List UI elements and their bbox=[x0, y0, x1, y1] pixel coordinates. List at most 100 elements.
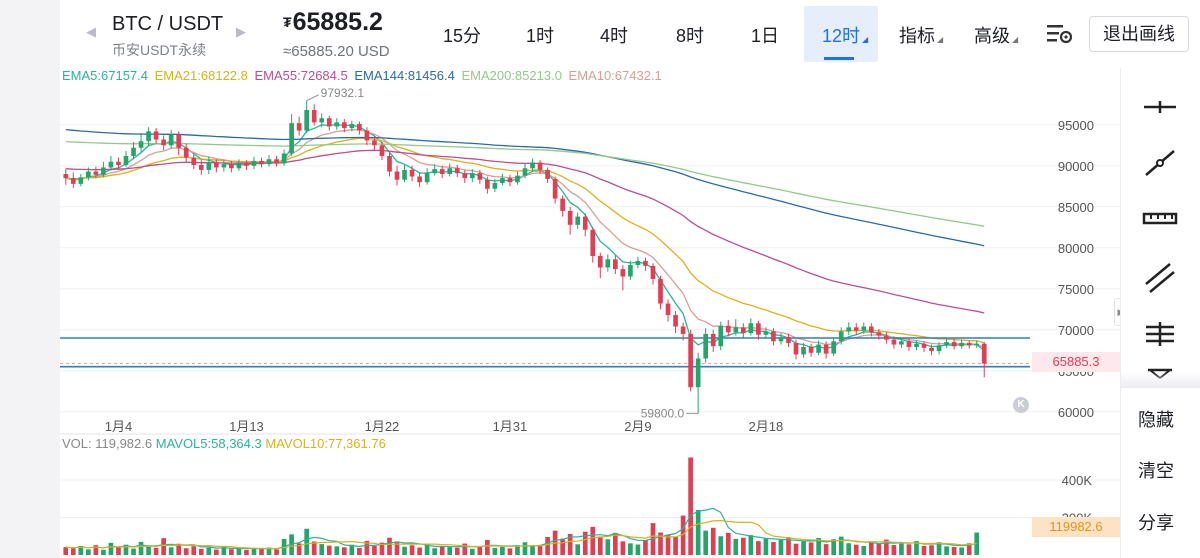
volume-bar bbox=[462, 543, 468, 555]
horizontal-line-icon[interactable] bbox=[1140, 87, 1180, 127]
candle-body bbox=[688, 333, 693, 388]
volume-bar bbox=[966, 543, 972, 555]
tab-4h[interactable]: 4时 bbox=[600, 26, 629, 46]
tab-12h-active[interactable] bbox=[804, 6, 878, 62]
candle-body bbox=[116, 161, 121, 165]
volume-bar bbox=[868, 541, 874, 555]
volume-bar bbox=[771, 542, 776, 555]
volume-bar bbox=[688, 457, 693, 555]
active-tab-underline bbox=[824, 57, 854, 60]
chart-area[interactable] bbox=[60, 68, 1120, 558]
volume-bar bbox=[680, 515, 686, 555]
candle-body bbox=[341, 122, 347, 129]
candle-body bbox=[101, 167, 106, 175]
candle-body bbox=[439, 169, 445, 174]
volume-bar bbox=[778, 540, 784, 555]
candle-body bbox=[582, 216, 588, 230]
fib-levels-icon[interactable] bbox=[1140, 314, 1180, 354]
tab-12h[interactable]: 12时 ◢ bbox=[822, 22, 868, 48]
candle-body bbox=[507, 178, 513, 183]
volume-bar bbox=[432, 548, 437, 555]
tab-15m[interactable]: 15分 bbox=[443, 26, 482, 46]
tab-1h[interactable]: 1时 bbox=[526, 26, 555, 46]
candle-body bbox=[311, 110, 317, 123]
volume-bar bbox=[703, 530, 709, 555]
trend-line-icon[interactable] bbox=[1140, 143, 1180, 183]
chart-settings-icon[interactable] bbox=[1046, 22, 1074, 46]
candle-body bbox=[153, 131, 159, 140]
volume-bar bbox=[198, 548, 204, 555]
prev-pair-arrow-icon[interactable]: ◀ bbox=[86, 24, 96, 39]
volume-bar bbox=[530, 546, 535, 555]
indicator-button[interactable]: 指标 ◢ bbox=[899, 22, 943, 48]
volume-bar bbox=[658, 532, 663, 555]
candle-body bbox=[748, 323, 754, 334]
k-badge[interactable]: K bbox=[1013, 397, 1029, 413]
volume-bar bbox=[86, 549, 91, 555]
volume-bar bbox=[485, 540, 490, 555]
candle-body bbox=[981, 343, 987, 364]
tab-8h[interactable]: 8时 bbox=[676, 26, 705, 46]
volume-bar bbox=[244, 549, 249, 555]
candle-body bbox=[567, 210, 573, 225]
candle-body bbox=[665, 303, 671, 316]
candle-body bbox=[183, 147, 189, 158]
volume-bar bbox=[334, 546, 340, 555]
candle-body bbox=[951, 342, 957, 347]
indicator-label: 指标 bbox=[899, 26, 935, 46]
volume-bar bbox=[959, 547, 964, 555]
low-price-annotation: 59800.0 bbox=[641, 406, 685, 420]
volume-bar bbox=[266, 547, 272, 555]
candle-body bbox=[778, 337, 784, 342]
volume-bar bbox=[582, 531, 588, 555]
exit-drawing-button[interactable]: 退出画线 bbox=[1089, 16, 1189, 52]
ruler-icon[interactable] bbox=[1140, 200, 1180, 240]
volume-bar bbox=[191, 546, 197, 555]
candle-body bbox=[86, 171, 91, 178]
volume-bar bbox=[613, 532, 618, 555]
tab-1d[interactable]: 1日 bbox=[751, 26, 780, 46]
candle-body bbox=[718, 325, 724, 347]
high-marker-line bbox=[306, 94, 319, 102]
volume-bar bbox=[116, 547, 121, 555]
volume-bar bbox=[710, 527, 716, 555]
date-axis-label: 1月22 bbox=[365, 419, 400, 434]
candle-body bbox=[168, 134, 174, 146]
candle-body bbox=[643, 260, 648, 266]
advanced-button[interactable]: 高级 ◢ bbox=[974, 22, 1018, 48]
volume-bar bbox=[545, 537, 550, 555]
date-axis-label: 1月4 bbox=[105, 419, 132, 434]
parallel-lines-icon[interactable] bbox=[1140, 258, 1180, 298]
candle-body bbox=[695, 358, 701, 388]
volume-bar bbox=[884, 539, 889, 555]
candle-body bbox=[492, 183, 498, 189]
candle-body bbox=[274, 159, 279, 164]
volume-bar bbox=[763, 538, 769, 555]
volume-bar bbox=[349, 544, 355, 555]
pair-title[interactable]: BTC / USDT bbox=[112, 13, 224, 35]
candle-body bbox=[966, 342, 972, 346]
volume-bar bbox=[206, 547, 212, 555]
volume-bar bbox=[402, 546, 407, 555]
price-axis-label: 70000 bbox=[1058, 323, 1094, 338]
volume-bar bbox=[477, 546, 483, 555]
volume-bar bbox=[500, 546, 505, 555]
volume-bar bbox=[454, 547, 460, 555]
share-button[interactable]: 分享 bbox=[1138, 513, 1174, 533]
candle-body bbox=[198, 164, 204, 170]
hide-button[interactable]: 隐藏 bbox=[1138, 410, 1174, 430]
candle-body bbox=[70, 178, 76, 184]
next-pair-arrow-icon[interactable]: ▶ bbox=[236, 24, 246, 39]
volume-bar bbox=[469, 548, 475, 555]
volume-bar bbox=[838, 536, 844, 555]
volume-bar bbox=[861, 546, 867, 555]
price-axis-label: 90000 bbox=[1058, 159, 1094, 174]
candle-body bbox=[477, 173, 483, 180]
volume-bar bbox=[492, 547, 498, 555]
clear-button[interactable]: 清空 bbox=[1138, 461, 1174, 481]
candlestick-chart[interactable]: 9500090000850008000075000700006500060000… bbox=[0, 0, 1120, 558]
ema-line-ema200 bbox=[65, 140, 985, 227]
volume-bar bbox=[620, 541, 626, 555]
volume-bar bbox=[748, 535, 754, 555]
candle-body bbox=[372, 140, 377, 146]
